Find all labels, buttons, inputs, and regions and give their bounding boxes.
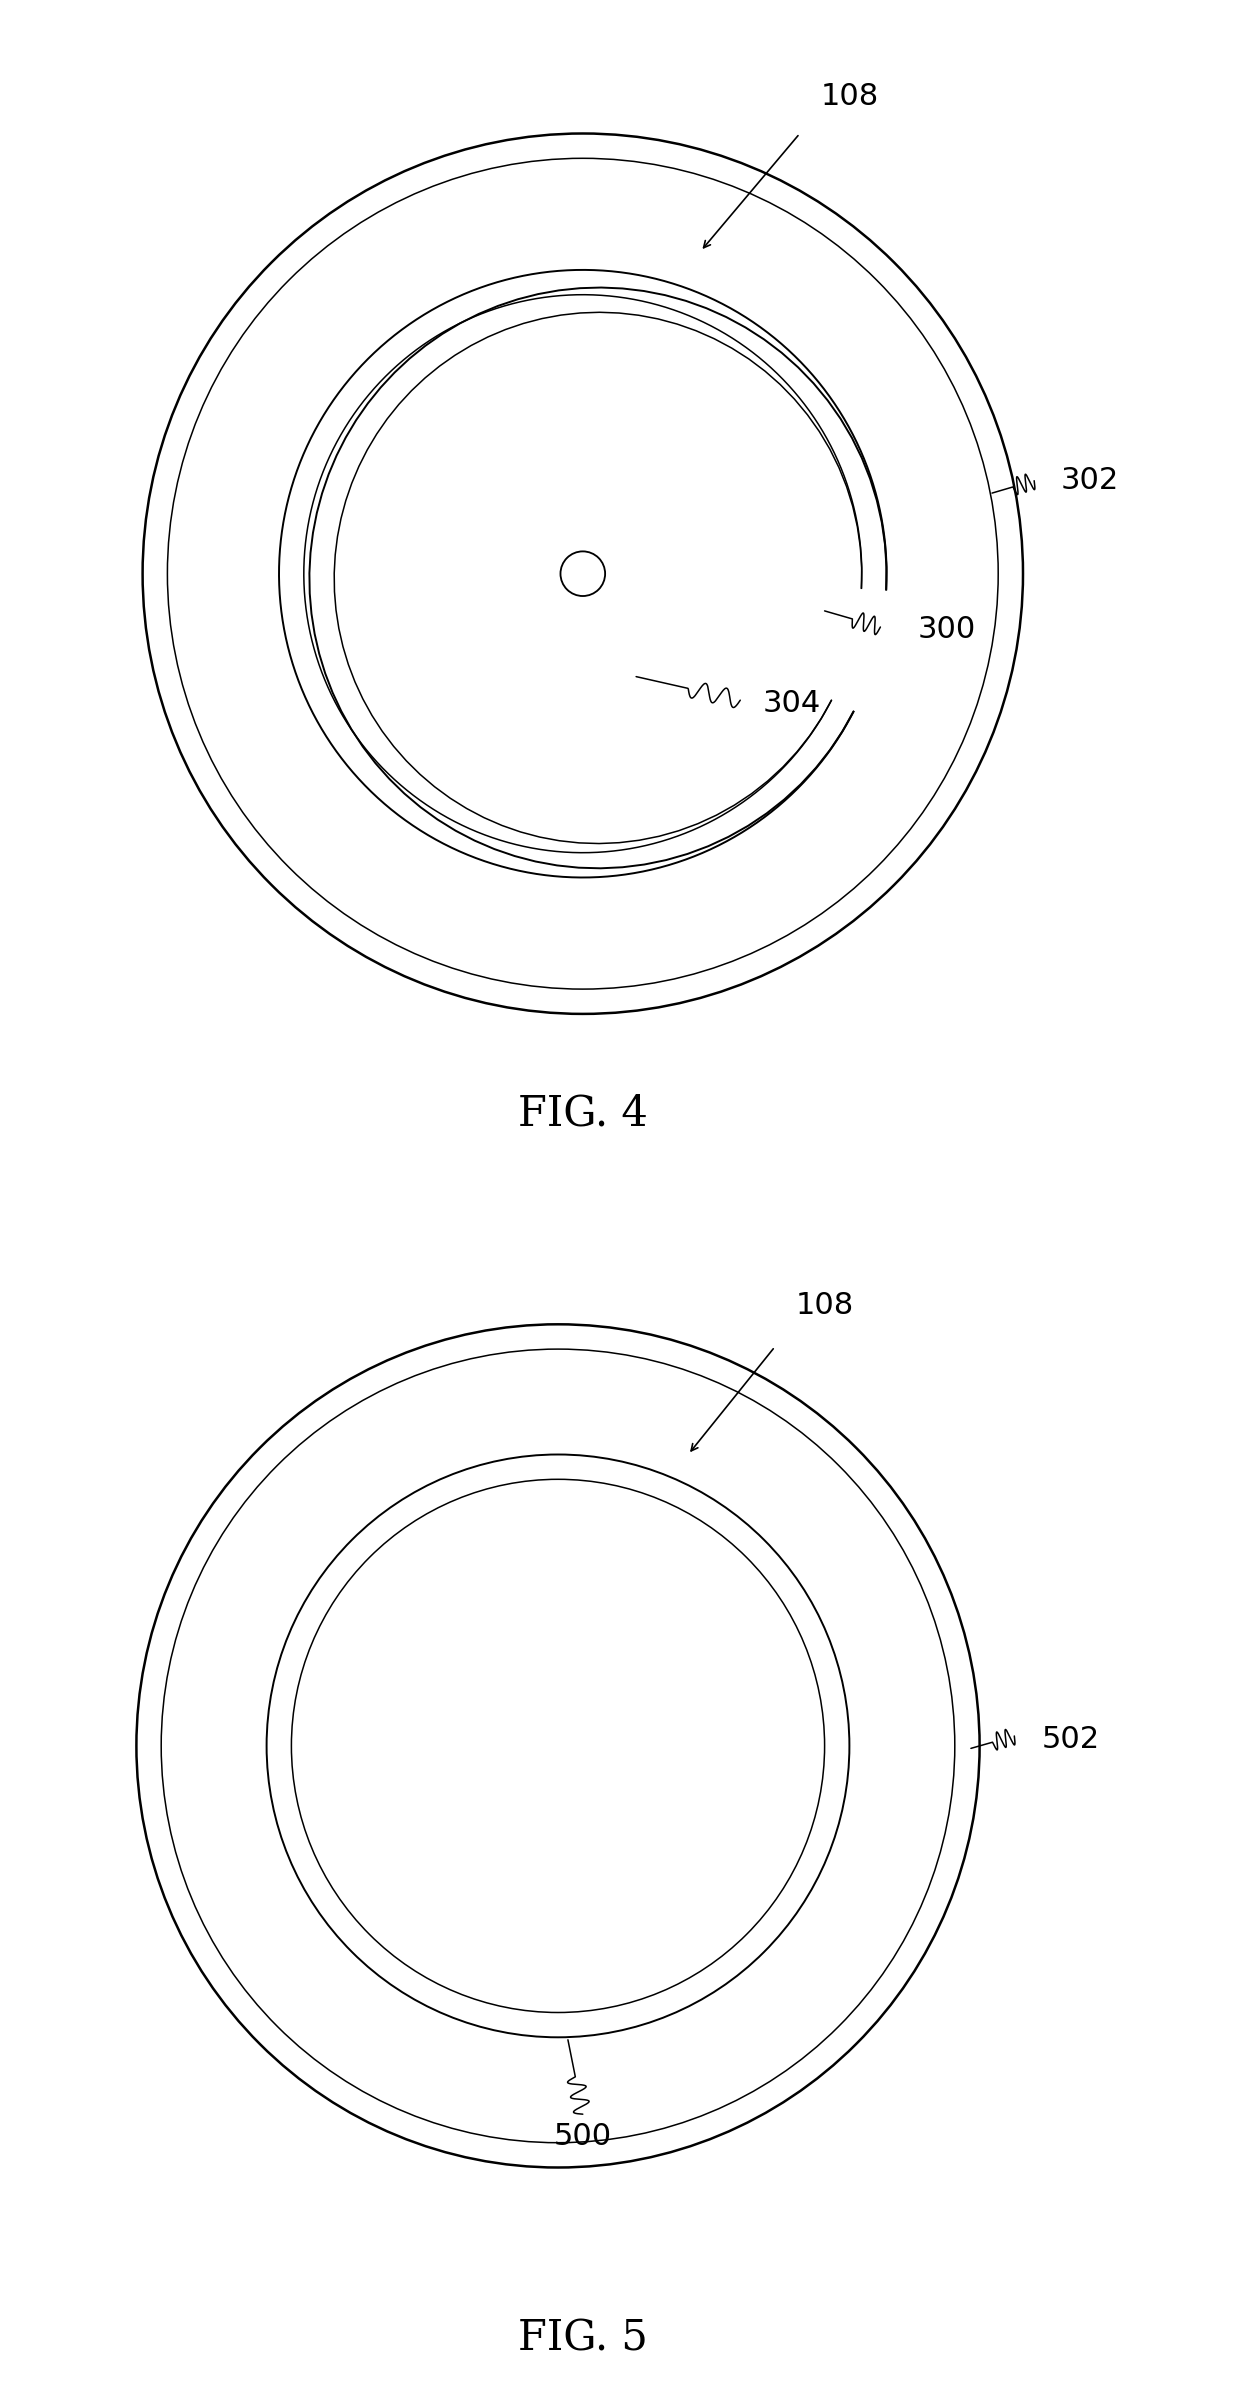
Text: 300: 300: [918, 615, 976, 644]
Text: FIG. 5: FIG. 5: [518, 2317, 647, 2360]
Text: 500: 500: [554, 2121, 611, 2150]
Text: 304: 304: [763, 689, 821, 718]
Text: 502: 502: [1042, 1726, 1100, 1755]
Text: 108: 108: [796, 1290, 853, 1319]
Text: 302: 302: [1060, 467, 1118, 496]
Text: FIG. 4: FIG. 4: [518, 1092, 647, 1135]
Text: 108: 108: [821, 81, 878, 110]
